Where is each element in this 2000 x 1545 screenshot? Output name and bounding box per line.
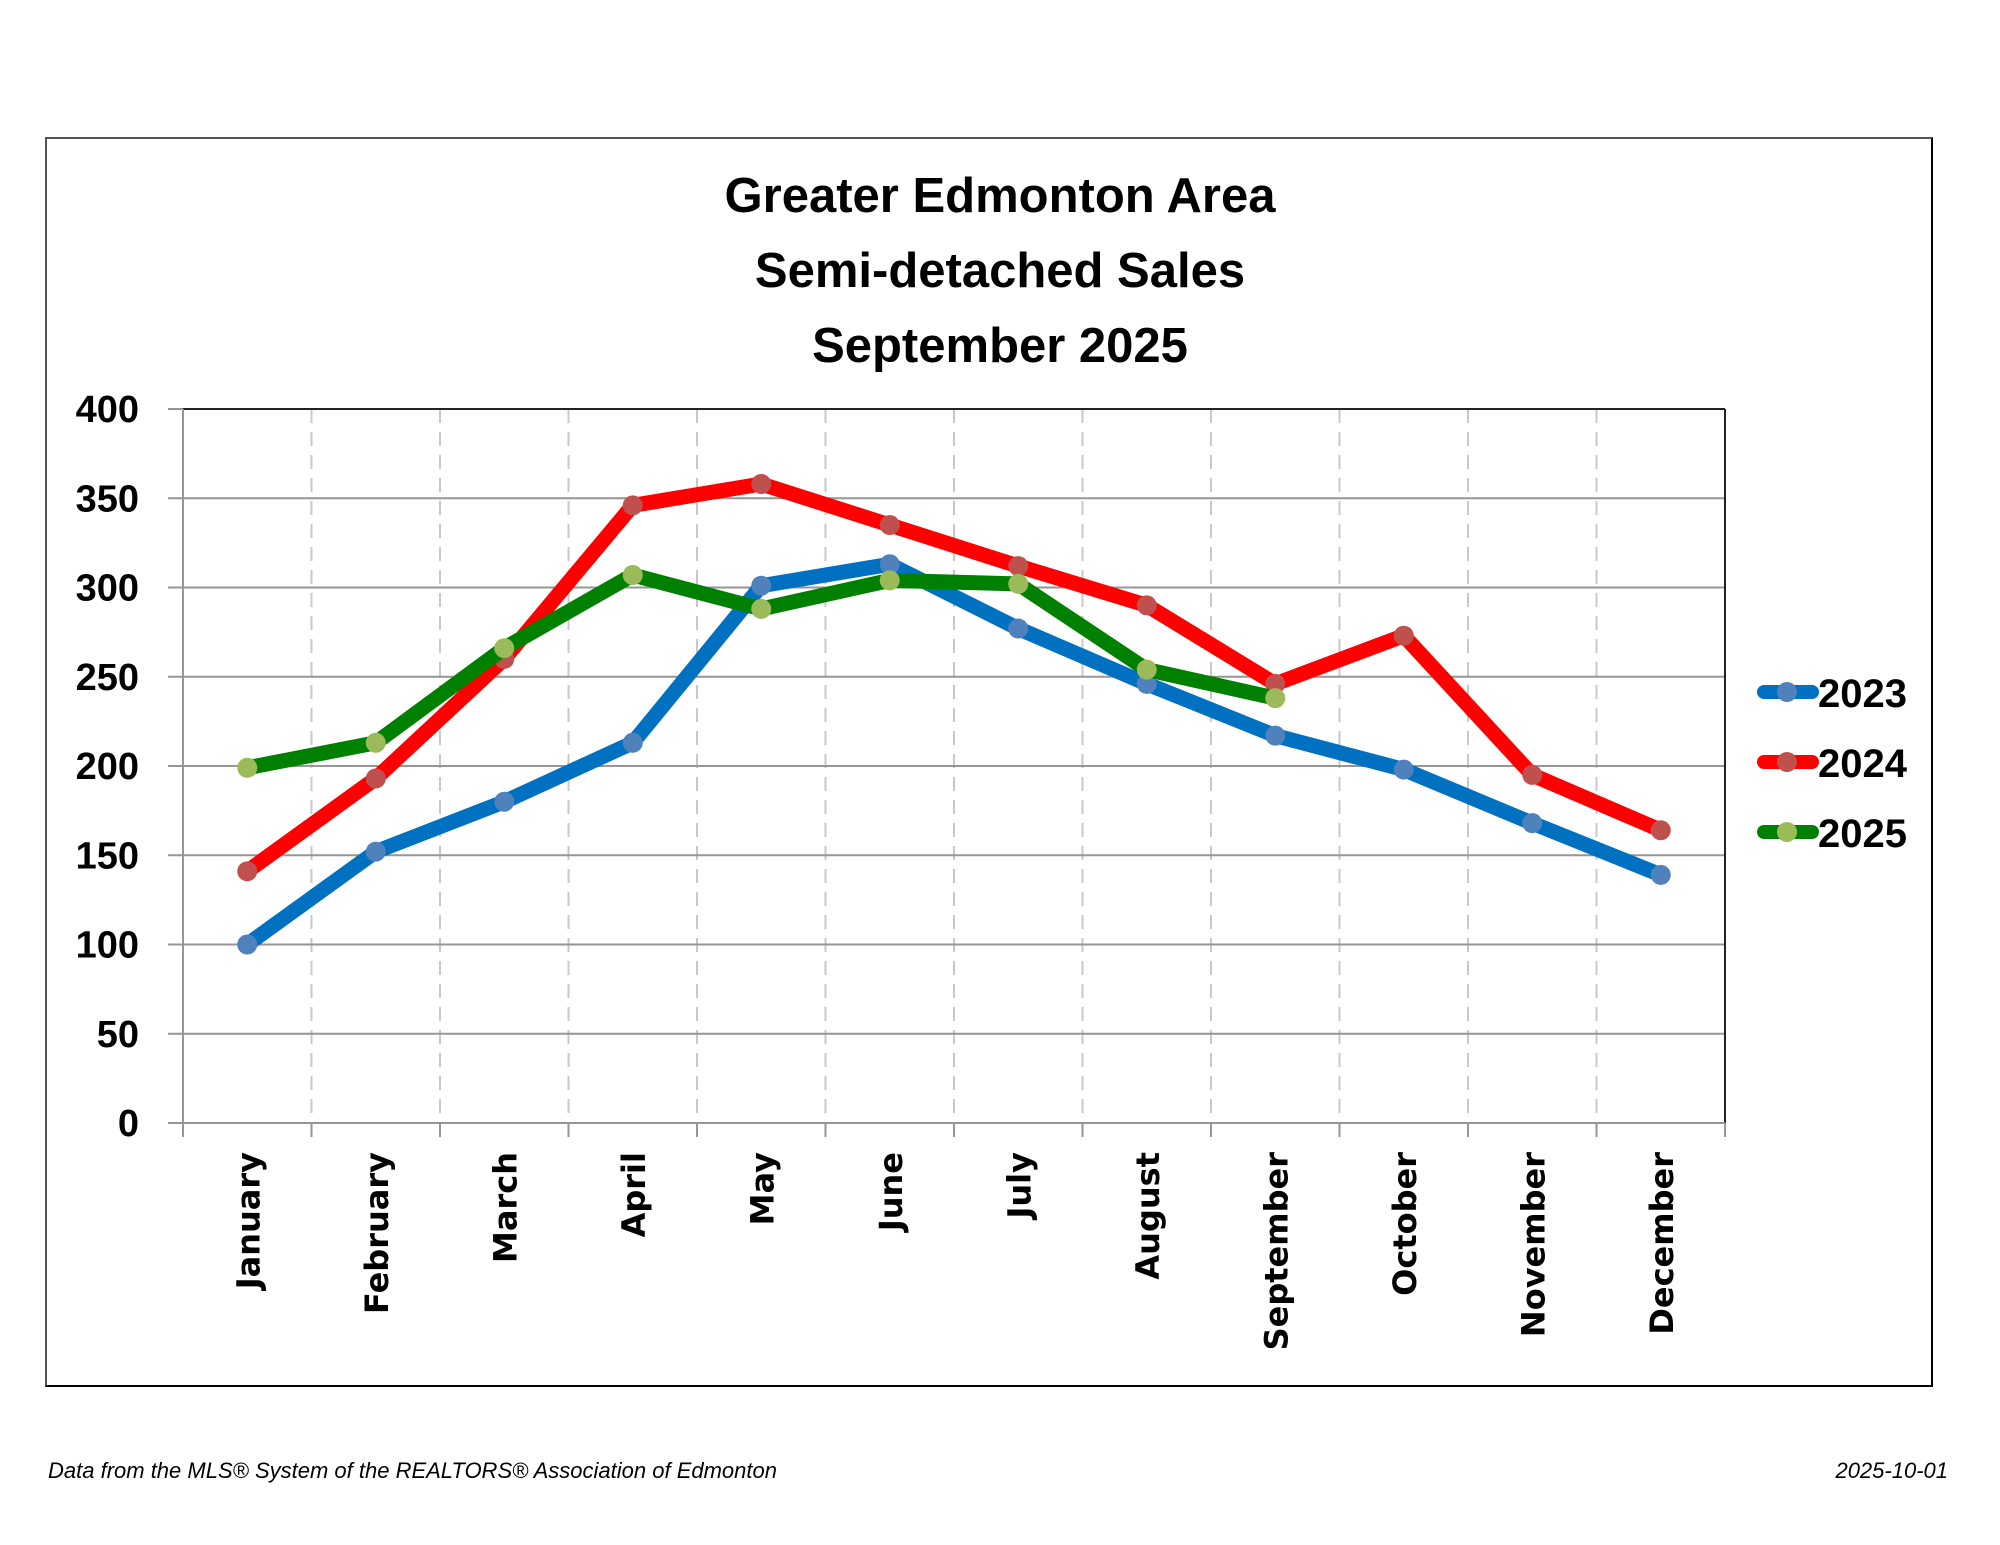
x-tick-label: April <box>615 1152 653 1237</box>
y-tick-label: 350 <box>76 478 139 520</box>
data-point-2024-november <box>1522 764 1543 785</box>
data-point-2024-december <box>1650 820 1671 841</box>
data-point-2023-april <box>622 732 643 753</box>
chart-frame <box>45 137 1933 1387</box>
y-axis-ticks: 0 50 100 150 200 250 300 350 400 <box>76 389 139 1145</box>
data-point-2023-may <box>751 575 772 596</box>
data-point-2025-may <box>751 598 772 619</box>
data-point-2023-december <box>1650 864 1671 885</box>
series-line-2023 <box>239 556 1669 952</box>
data-point-2024-july <box>1008 556 1029 577</box>
x-axis-ticks: January February March April May June July Augu… <box>229 1152 1681 1351</box>
x-tick-label: December <box>1643 1152 1681 1335</box>
x-tick-label: November <box>1514 1152 1552 1337</box>
series-line-2024 <box>239 476 1669 879</box>
data-point-2024-june <box>879 515 900 536</box>
y-tick-label: 150 <box>76 835 139 877</box>
legend: 2023 2024 2025 <box>1757 672 1908 856</box>
data-point-2024-october <box>1393 625 1414 646</box>
data-point-2023-september <box>1265 725 1286 746</box>
legend-item-2024: 2024 <box>1757 742 1908 786</box>
x-tick-label: January <box>229 1152 267 1291</box>
y-tick-label: 0 <box>118 1103 139 1145</box>
x-tick-label: May <box>743 1152 781 1225</box>
data-point-2024-may <box>751 473 772 494</box>
series-group <box>237 473 1671 955</box>
y-tick-label: 250 <box>76 657 139 699</box>
y-tick-label: 300 <box>76 568 139 610</box>
x-tick-label: September <box>1257 1152 1295 1351</box>
y-tick-label: 200 <box>76 746 139 788</box>
series-2023 <box>237 554 1671 955</box>
data-point-2024-september <box>1265 673 1286 694</box>
x-tick-label: March <box>486 1152 524 1263</box>
y-tick-label: 100 <box>76 925 139 967</box>
data-point-2025-january <box>237 757 258 778</box>
x-tick-label: July <box>1000 1152 1038 1221</box>
x-tick-label: June <box>872 1152 910 1233</box>
legend-label-2024: 2024 <box>1818 742 1908 786</box>
data-point-2025-april <box>622 565 643 586</box>
legend-item-2025: 2025 <box>1757 812 1907 856</box>
data-point-2025-september <box>1265 688 1286 709</box>
legend-marker-2024 <box>1777 752 1797 772</box>
y-tick-label: 400 <box>76 389 139 431</box>
footer-source-note: Data from the MLS® System of the REALTOR… <box>48 1458 777 1483</box>
series-2025 <box>237 565 1286 778</box>
data-point-2024-january <box>237 861 258 882</box>
axes <box>168 408 1726 1137</box>
x-tick-label: February <box>358 1152 396 1314</box>
data-point-2023-july <box>1008 618 1029 639</box>
chart-title-line-1: Greater Edmonton Area <box>725 169 1277 223</box>
chart-title-line-3: September 2025 <box>812 319 1188 373</box>
data-point-2023-august <box>1136 673 1157 694</box>
legend-label-2023: 2023 <box>1818 672 1907 716</box>
data-point-2024-august <box>1136 595 1157 616</box>
chart-title-line-2: Semi-detached Sales <box>755 244 1245 298</box>
series-2024 <box>237 473 1671 882</box>
data-point-2025-august <box>1136 659 1157 680</box>
data-point-2025-june <box>879 570 900 591</box>
data-point-2025-july <box>1008 573 1029 594</box>
data-point-2025-february <box>365 732 386 753</box>
data-point-2025-march <box>494 638 515 659</box>
chart-title: Greater Edmonton Area Semi-detached Sale… <box>725 169 1277 373</box>
legend-marker-2023 <box>1777 682 1797 702</box>
x-tick-label: August <box>1129 1152 1167 1280</box>
x-tick-label: October <box>1386 1152 1424 1296</box>
data-point-2023-october <box>1393 759 1414 780</box>
data-point-2024-april <box>622 495 643 516</box>
data-point-2023-march <box>494 791 515 812</box>
data-point-2023-november <box>1522 813 1543 834</box>
legend-label-2025: 2025 <box>1818 812 1907 856</box>
data-point-2024-february <box>365 768 386 789</box>
y-tick-label: 50 <box>97 1014 139 1056</box>
footer-date: 2025-10-01 <box>1835 1458 1948 1483</box>
legend-item-2023: 2023 <box>1757 672 1907 716</box>
data-point-2023-june <box>879 554 900 575</box>
data-point-2023-january <box>237 934 258 955</box>
data-point-2023-february <box>365 841 386 862</box>
legend-marker-2025 <box>1777 822 1797 842</box>
grid <box>183 409 1725 1123</box>
